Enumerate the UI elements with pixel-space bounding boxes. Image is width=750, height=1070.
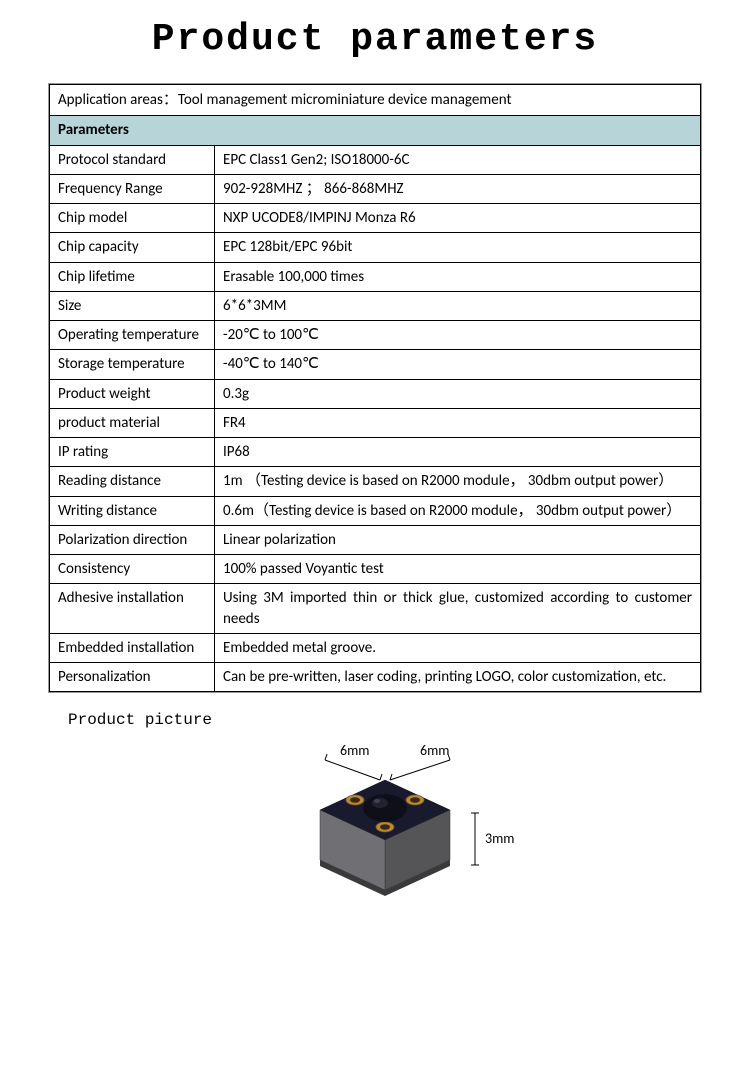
dim-height: 3mm bbox=[485, 830, 514, 847]
table-row: PersonalizationCan be pre-written, laser… bbox=[50, 663, 701, 692]
table-row: Chip modelNXP UCODE8/IMPINJ Monza R6 bbox=[50, 204, 701, 233]
table-row: Chip capacityEPC 128bit/EPC 96bit bbox=[50, 233, 701, 262]
param-value: 1m （Testing device is based on R2000 mod… bbox=[215, 467, 701, 496]
table-row: Storage temperature-40℃ to 140℃ bbox=[50, 350, 701, 379]
param-label: Frequency Range bbox=[50, 174, 215, 203]
param-label: Product weight bbox=[50, 379, 215, 408]
table-row: Protocol standardEPC Class1 Gen2; ISO180… bbox=[50, 145, 701, 174]
product-picture-label: Product picture bbox=[68, 711, 702, 729]
param-label: Adhesive installation bbox=[50, 584, 215, 634]
table-row: Chip lifetimeErasable 100,000 times bbox=[50, 262, 701, 291]
table-row: Size6*6*3MM bbox=[50, 291, 701, 320]
table-row: Consistency100% passed Voyantic test bbox=[50, 555, 701, 584]
param-value: Using 3M imported thin or thick glue, cu… bbox=[215, 584, 701, 634]
table-row: Frequency Range902-928MHZ ； 866-868MHZ bbox=[50, 174, 701, 203]
param-value: Can be pre-written, laser coding, printi… bbox=[215, 663, 701, 692]
param-label: Polarization direction bbox=[50, 525, 215, 554]
table-row: product materialFR4 bbox=[50, 408, 701, 437]
product-picture-area: 6mm 6mm 3mm bbox=[68, 735, 702, 915]
param-label: Size bbox=[50, 291, 215, 320]
parameters-table-wrap: Application areas：Tool management microm… bbox=[48, 83, 702, 693]
table-row: IP ratingIP68 bbox=[50, 438, 701, 467]
param-label: Chip lifetime bbox=[50, 262, 215, 291]
param-value: EPC Class1 Gen2; ISO18000-6C bbox=[215, 145, 701, 174]
param-value: Embedded metal groove. bbox=[215, 633, 701, 662]
param-value: 902-928MHZ ； 866-868MHZ bbox=[215, 174, 701, 203]
table-row: Adhesive installationUsing 3M imported t… bbox=[50, 584, 701, 634]
param-value: -20℃ to 100℃ bbox=[215, 321, 701, 350]
param-value: -40℃ to 140℃ bbox=[215, 350, 701, 379]
param-value: 100% passed Voyantic test bbox=[215, 555, 701, 584]
param-label: Storage temperature bbox=[50, 350, 215, 379]
param-label: IP rating bbox=[50, 438, 215, 467]
page-title: Product parameters bbox=[48, 18, 702, 61]
param-value: 0.3g bbox=[215, 379, 701, 408]
param-label: product material bbox=[50, 408, 215, 437]
parameters-header-row: Parameters bbox=[50, 116, 701, 145]
table-row: Product weight0.3g bbox=[50, 379, 701, 408]
table-row: Embedded installationEmbedded metal groo… bbox=[50, 633, 701, 662]
param-label: Reading distance bbox=[50, 467, 215, 496]
application-row: Application areas：Tool management microm… bbox=[50, 85, 701, 116]
param-label: Operating temperature bbox=[50, 321, 215, 350]
param-value: EPC 128bit/EPC 96bit bbox=[215, 233, 701, 262]
param-label: Protocol standard bbox=[50, 145, 215, 174]
product-picture-section: Product picture 6mm 6mm 3mm bbox=[48, 711, 702, 915]
dim-depth: 6mm bbox=[420, 742, 449, 759]
param-label: Embedded installation bbox=[50, 633, 215, 662]
parameters-header-cell: Parameters bbox=[50, 116, 701, 145]
param-value: IP68 bbox=[215, 438, 701, 467]
table-row: Operating temperature-20℃ to 100℃ bbox=[50, 321, 701, 350]
param-value: 0.6m（Testing device is based on R2000 mo… bbox=[215, 496, 701, 525]
param-label: Chip capacity bbox=[50, 233, 215, 262]
param-value: 6*6*3MM bbox=[215, 291, 701, 320]
table-row: Reading distance1m （Testing device is ba… bbox=[50, 467, 701, 496]
parameters-table: Application areas：Tool management microm… bbox=[49, 84, 701, 692]
param-value: NXP UCODE8/IMPINJ Monza R6 bbox=[215, 204, 701, 233]
param-value: FR4 bbox=[215, 408, 701, 437]
param-label: Consistency bbox=[50, 555, 215, 584]
param-value: Erasable 100,000 times bbox=[215, 262, 701, 291]
page: Product parameters Application areas：Too… bbox=[0, 0, 750, 1070]
param-label: Chip model bbox=[50, 204, 215, 233]
param-label: Writing distance bbox=[50, 496, 215, 525]
table-row: Polarization directionLinear polarizatio… bbox=[50, 525, 701, 554]
param-label: Personalization bbox=[50, 663, 215, 692]
param-value: Linear polarization bbox=[215, 525, 701, 554]
product-chip-illustration: 6mm 6mm 3mm bbox=[225, 735, 545, 915]
application-areas-cell: Application areas：Tool management microm… bbox=[50, 85, 701, 116]
table-row: Writing distance0.6m（Testing device is b… bbox=[50, 496, 701, 525]
dim-width: 6mm bbox=[340, 742, 369, 759]
